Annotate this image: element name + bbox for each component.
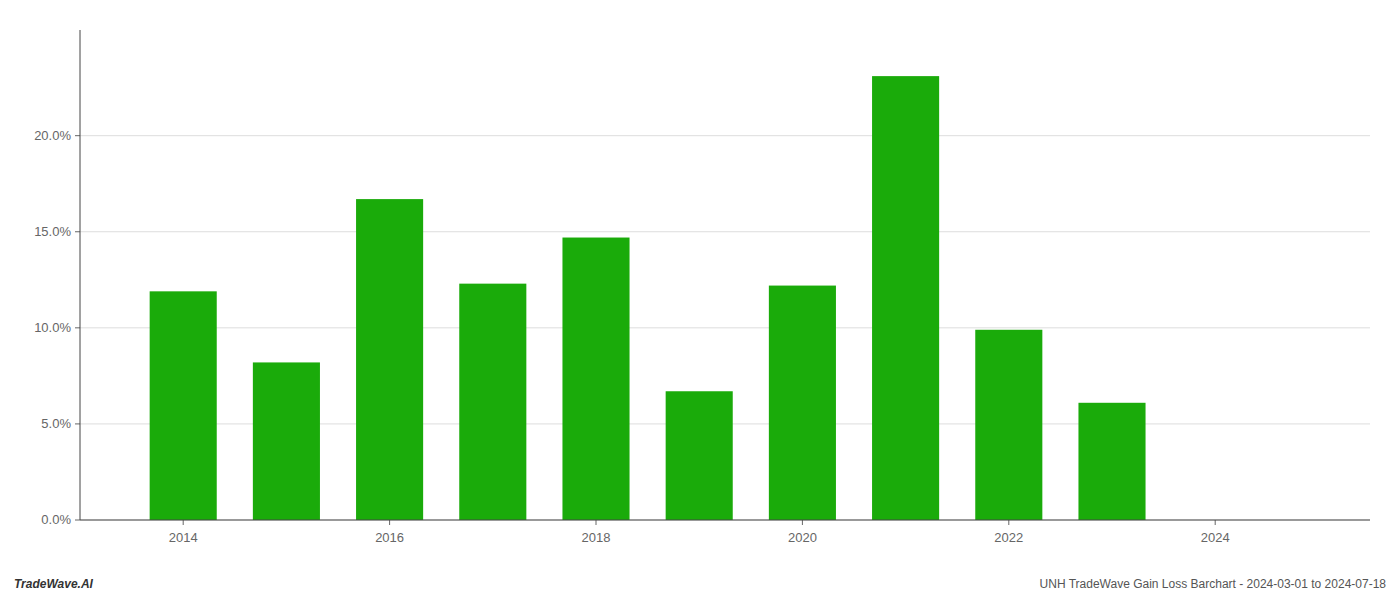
grid-line	[80, 231, 1370, 232]
y-tick	[75, 231, 80, 232]
bar	[150, 291, 217, 520]
y-tick-label: 5.0%	[41, 416, 71, 431]
y-tick-label: 20.0%	[34, 128, 71, 143]
x-tick	[183, 520, 184, 525]
bar	[666, 391, 733, 520]
x-tick-label: 2016	[375, 530, 404, 545]
bar	[1078, 403, 1145, 520]
y-tick	[75, 135, 80, 136]
grid-line	[80, 327, 1370, 328]
chart-container: 0.0% 5.0% 10.0% 15.0% 20.0% 2014 2016 2018 2020 2…	[0, 0, 1400, 600]
bar	[872, 76, 939, 520]
x-tick-label: 2020	[788, 530, 817, 545]
y-tick	[75, 327, 80, 328]
chart-svg: 0.0% 5.0% 10.0% 15.0% 20.0% 2014 2016 2018 2020 2…	[0, 0, 1400, 600]
grid-line	[80, 135, 1370, 136]
bar	[975, 330, 1042, 520]
x-tick-label: 2018	[582, 530, 611, 545]
axes: 0.0% 5.0% 10.0% 15.0% 20.0% 2014 2016 2018 2020 2…	[34, 128, 1230, 545]
bar	[562, 238, 629, 520]
x-tick-label: 2014	[169, 530, 198, 545]
x-tick	[1008, 520, 1009, 525]
bar	[459, 284, 526, 520]
x-tick-label: 2022	[994, 530, 1023, 545]
x-tick	[1215, 520, 1216, 525]
x-tick	[802, 520, 803, 525]
bar	[253, 362, 320, 520]
y-tick-label: 10.0%	[34, 320, 71, 335]
bar	[769, 286, 836, 520]
bar	[356, 199, 423, 520]
grid	[80, 136, 1370, 520]
x-tick-label: 2024	[1201, 530, 1230, 545]
x-tick	[596, 520, 597, 525]
grid-line	[80, 520, 1370, 521]
x-tick	[389, 520, 390, 525]
footer-left: TradeWave.AI	[14, 577, 94, 591]
y-tick	[75, 423, 80, 424]
x-axis-line	[80, 520, 1370, 521]
footer-right: UNH TradeWave Gain Loss Barchart - 2024-…	[1040, 577, 1387, 591]
y-axis-line	[80, 30, 81, 520]
y-tick-label: 0.0%	[41, 512, 71, 527]
y-tick-label: 15.0%	[34, 224, 71, 239]
bars	[150, 76, 1146, 520]
y-tick	[75, 520, 80, 521]
